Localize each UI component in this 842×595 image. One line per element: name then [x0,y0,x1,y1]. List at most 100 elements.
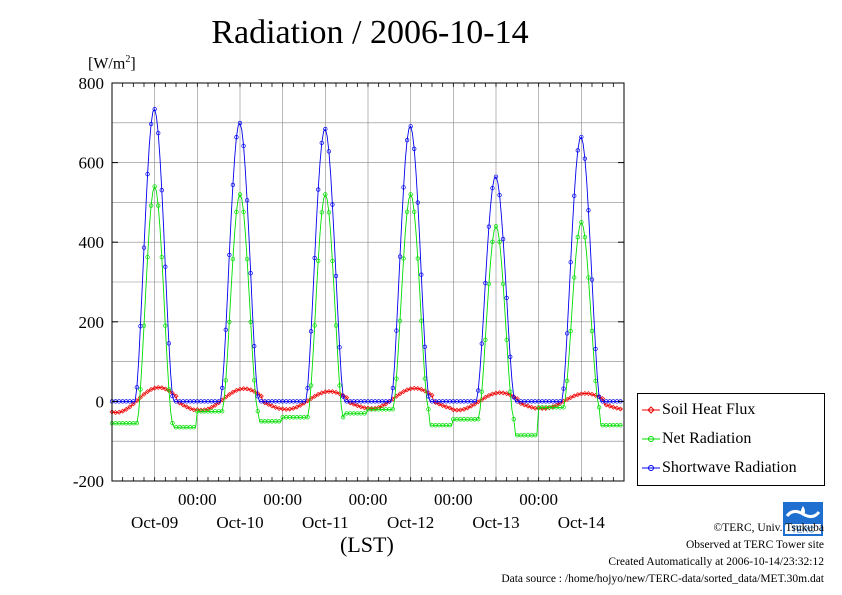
series-point [248,271,253,276]
series-point [323,126,328,132]
series-point [514,396,520,402]
series-point [401,389,407,395]
series-point [607,403,613,409]
x-tick-label: 00:00 [519,490,558,509]
series-point [163,264,168,269]
series-point [333,273,339,279]
series-point [148,121,154,127]
series-point [511,417,516,422]
series-point [422,344,428,349]
series-point [116,409,122,415]
y-tick-label: -200 [73,472,104,491]
series-point [316,187,321,192]
series-point [390,407,396,412]
series-point [412,209,417,214]
series-point [394,376,399,381]
series-point [475,399,481,405]
series-point [226,392,232,398]
series-point [234,135,239,140]
series-line-2 [112,108,623,402]
series-point [319,210,324,215]
series-point [223,378,228,383]
series-point [561,386,566,391]
series-point [230,256,236,262]
series-point [436,401,442,407]
series-point [170,393,175,399]
series-point [241,209,246,215]
series-point [497,193,502,198]
series-point [308,329,314,334]
series-point [603,402,609,408]
series-point [290,405,296,411]
series-point [123,406,129,412]
series-point [337,345,342,350]
series-line-1 [112,185,623,436]
series-point [404,387,410,393]
series-point [618,423,623,428]
series-point [532,405,538,411]
series-point [326,210,332,215]
series-point [585,391,591,397]
terc-logo-icon: TERC [783,502,823,536]
series-point [500,281,506,286]
series-point [294,404,300,410]
series-point [504,337,509,342]
series-point [419,272,424,277]
series-point [244,386,250,392]
series-point [358,404,364,410]
series-point [134,421,140,426]
series-point [415,200,420,205]
series-point [276,419,282,424]
series-point [148,386,154,392]
footer-data-source: Data source : /home/hojyo/new/TERC-data/… [501,573,824,585]
series-point [589,277,595,282]
series-point [173,393,179,399]
series-point [490,239,495,244]
series-point [387,399,392,404]
series-point [159,188,164,193]
series-point [134,385,140,390]
series-point [507,392,513,398]
series-point [141,245,147,250]
y-tick-label: 400 [79,233,105,252]
series-point [426,407,431,412]
x-date-label: Oct-13 [472,513,519,532]
series-point [180,402,186,408]
series-point [479,341,484,346]
series-point [145,254,150,260]
series-point [454,407,460,413]
series-point [486,224,492,229]
series-point [571,393,577,399]
net-radiation-swatch-icon [642,436,660,442]
series-point [575,148,580,153]
series-point [315,391,321,397]
series-point [564,331,570,336]
series-point [283,406,289,412]
series-point [476,388,481,393]
series-point [130,401,136,407]
x-date-label: Oct-11 [302,513,349,532]
series-point [596,394,602,400]
series-point [333,323,339,328]
x-tick-label: 00:00 [263,490,302,509]
series-point [379,403,385,409]
chart-title: Radiation / 2006-10-14 [211,14,529,51]
series-point [508,354,513,359]
series-point [244,256,250,262]
series-point [465,405,471,411]
series-point [412,146,417,151]
footer-copyright: ©TERC, Univ. Tsukuba [713,522,824,534]
series-point [156,203,161,208]
series-point [390,385,396,391]
series-point [489,391,495,397]
series-point [490,185,495,191]
series-point [312,393,318,399]
series-point [362,411,367,416]
series-point [404,209,410,214]
series-point [479,397,485,403]
series-point [230,182,236,188]
y-tick-label: 200 [79,313,105,332]
series-point [568,328,573,334]
series-point [138,387,143,392]
series-point [582,156,588,161]
